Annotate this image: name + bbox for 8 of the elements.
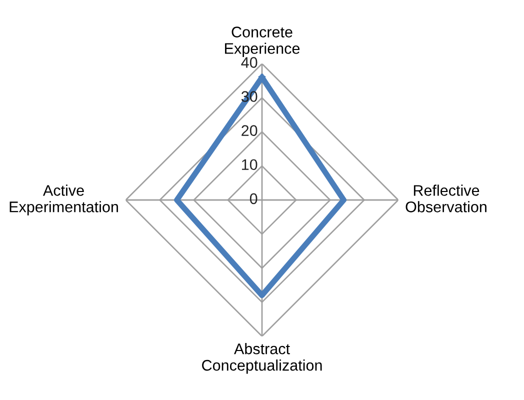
- y-tick-label: 0: [250, 193, 258, 204]
- y-tick-label: 10: [242, 159, 258, 170]
- y-tick-label: 40: [241, 57, 258, 68]
- y-tick-label: 20: [242, 125, 258, 136]
- spoke-label: Reflective Observation: [406, 184, 486, 212]
- spoke-label: Active Experimentation: [10, 184, 118, 216]
- spoke-label: Concrete Experience: [225, 26, 300, 57]
- spoke-label: Abstract Conceptualization: [202, 343, 322, 374]
